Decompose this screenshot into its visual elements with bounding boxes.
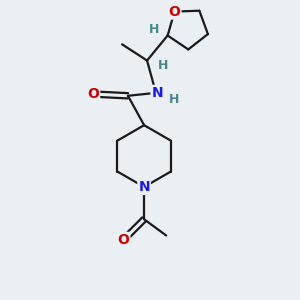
Text: H: H: [149, 23, 160, 36]
Text: O: O: [87, 87, 99, 101]
Text: H: H: [169, 93, 179, 106]
Text: O: O: [118, 233, 130, 247]
Text: H: H: [158, 59, 168, 72]
Text: O: O: [169, 4, 180, 19]
Text: N: N: [152, 86, 163, 100]
Text: N: N: [138, 180, 150, 194]
